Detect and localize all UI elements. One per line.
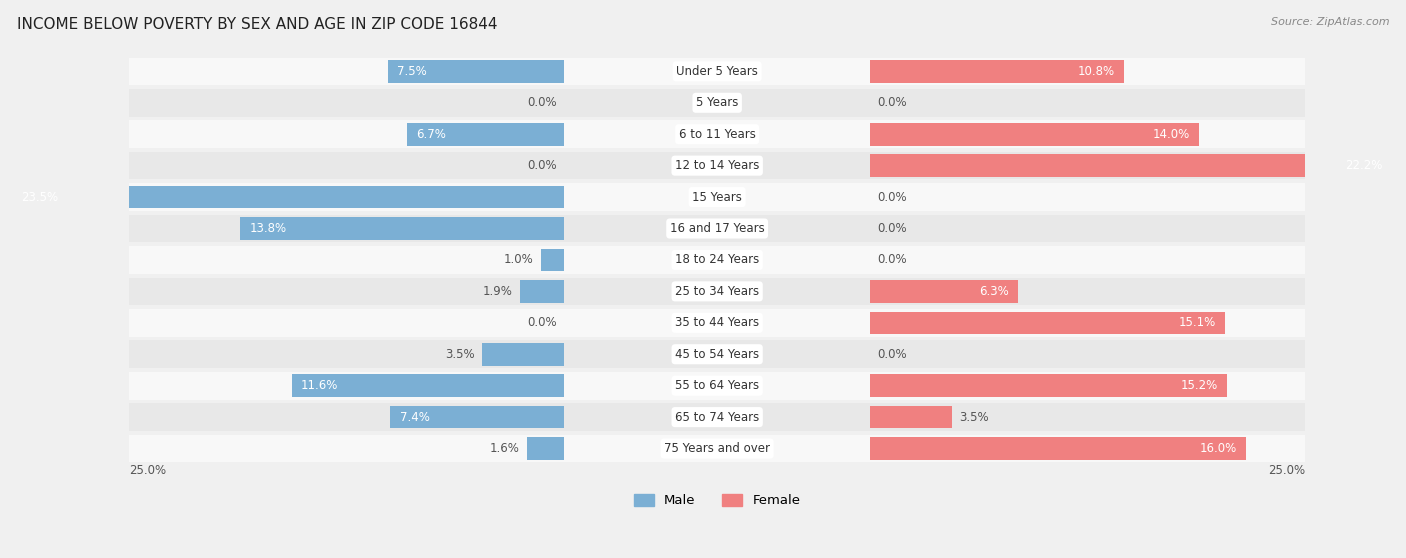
Text: 3.5%: 3.5% — [959, 411, 988, 424]
Text: 6.3%: 6.3% — [979, 285, 1008, 298]
Bar — [870, 374, 1227, 397]
Bar — [541, 249, 564, 271]
Bar — [240, 217, 564, 240]
Legend: Male, Female: Male, Female — [628, 489, 806, 513]
Text: 14.0%: 14.0% — [1153, 128, 1189, 141]
Text: 0.0%: 0.0% — [527, 159, 557, 172]
Text: 11.6%: 11.6% — [301, 379, 339, 392]
Bar — [870, 60, 1123, 83]
Text: 22.2%: 22.2% — [1346, 159, 1382, 172]
Text: 0.0%: 0.0% — [877, 97, 907, 109]
Text: 65 to 74 Years: 65 to 74 Years — [675, 411, 759, 424]
Text: 25.0%: 25.0% — [129, 464, 166, 477]
Text: 1.6%: 1.6% — [489, 442, 520, 455]
Bar — [129, 403, 1305, 431]
Bar — [129, 121, 1305, 148]
Text: 0.0%: 0.0% — [877, 222, 907, 235]
Bar — [129, 152, 1305, 180]
Text: 0.0%: 0.0% — [527, 316, 557, 329]
Text: 15.1%: 15.1% — [1178, 316, 1216, 329]
Bar — [129, 89, 1305, 117]
Text: 16.0%: 16.0% — [1199, 442, 1237, 455]
Text: 3.5%: 3.5% — [446, 348, 475, 361]
Text: Source: ZipAtlas.com: Source: ZipAtlas.com — [1271, 17, 1389, 27]
Text: 23.5%: 23.5% — [21, 191, 58, 204]
Bar — [870, 437, 1246, 460]
Text: 0.0%: 0.0% — [877, 191, 907, 204]
Text: 6.7%: 6.7% — [416, 128, 446, 141]
Bar — [870, 123, 1199, 146]
Text: 0.0%: 0.0% — [527, 97, 557, 109]
Text: 7.5%: 7.5% — [398, 65, 427, 78]
Text: 35 to 44 Years: 35 to 44 Years — [675, 316, 759, 329]
Text: 75 Years and over: 75 Years and over — [664, 442, 770, 455]
Text: INCOME BELOW POVERTY BY SEX AND AGE IN ZIP CODE 16844: INCOME BELOW POVERTY BY SEX AND AGE IN Z… — [17, 17, 498, 32]
Text: 12 to 14 Years: 12 to 14 Years — [675, 159, 759, 172]
Text: 1.9%: 1.9% — [482, 285, 513, 298]
Bar — [11, 186, 564, 208]
Bar — [129, 372, 1305, 400]
Text: 45 to 54 Years: 45 to 54 Years — [675, 348, 759, 361]
Bar — [129, 340, 1305, 368]
Bar — [129, 277, 1305, 305]
Bar — [129, 246, 1305, 274]
Bar — [870, 406, 952, 429]
Bar — [129, 309, 1305, 336]
Bar — [520, 280, 564, 302]
Bar — [870, 155, 1392, 177]
Text: 0.0%: 0.0% — [877, 253, 907, 267]
Bar — [129, 183, 1305, 211]
Text: 1.0%: 1.0% — [503, 253, 534, 267]
Text: 55 to 64 Years: 55 to 64 Years — [675, 379, 759, 392]
Bar — [482, 343, 564, 365]
Bar — [388, 60, 564, 83]
Bar — [291, 374, 564, 397]
Text: 15 Years: 15 Years — [692, 191, 742, 204]
Bar — [129, 435, 1305, 463]
Text: 7.4%: 7.4% — [399, 411, 430, 424]
Text: 15.2%: 15.2% — [1181, 379, 1218, 392]
Bar — [870, 311, 1225, 334]
Text: 16 and 17 Years: 16 and 17 Years — [669, 222, 765, 235]
Text: 5 Years: 5 Years — [696, 97, 738, 109]
Text: 13.8%: 13.8% — [249, 222, 287, 235]
Text: 10.8%: 10.8% — [1077, 65, 1115, 78]
Text: 25.0%: 25.0% — [1268, 464, 1305, 477]
Text: Under 5 Years: Under 5 Years — [676, 65, 758, 78]
Bar — [527, 437, 564, 460]
Bar — [129, 215, 1305, 242]
Bar — [870, 280, 1018, 302]
Text: 6 to 11 Years: 6 to 11 Years — [679, 128, 755, 141]
Text: 0.0%: 0.0% — [877, 348, 907, 361]
Text: 25 to 34 Years: 25 to 34 Years — [675, 285, 759, 298]
Bar — [391, 406, 564, 429]
Bar — [406, 123, 564, 146]
Bar — [129, 57, 1305, 85]
Text: 18 to 24 Years: 18 to 24 Years — [675, 253, 759, 267]
